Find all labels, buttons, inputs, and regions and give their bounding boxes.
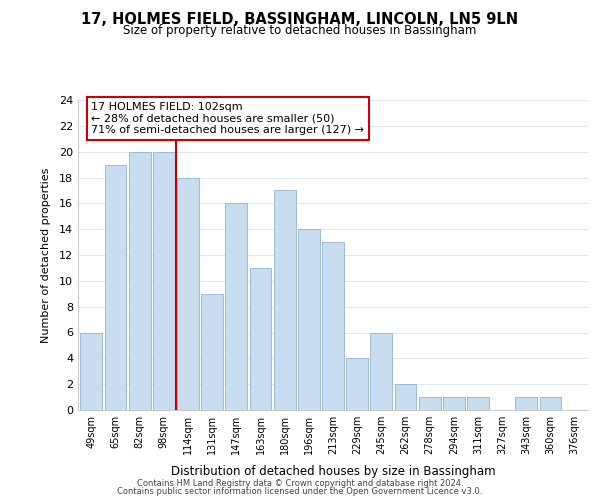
Text: 17, HOLMES FIELD, BASSINGHAM, LINCOLN, LN5 9LN: 17, HOLMES FIELD, BASSINGHAM, LINCOLN, L… [82, 12, 518, 28]
Text: 17 HOLMES FIELD: 102sqm
← 28% of detached houses are smaller (50)
71% of semi-de: 17 HOLMES FIELD: 102sqm ← 28% of detache… [91, 102, 364, 135]
Bar [250, 268, 271, 410]
Bar [226, 204, 247, 410]
Bar [346, 358, 368, 410]
Bar [443, 397, 465, 410]
Bar [419, 397, 440, 410]
Y-axis label: Number of detached properties: Number of detached properties [41, 168, 50, 342]
Bar [322, 242, 344, 410]
Text: Contains public sector information licensed under the Open Government Licence v3: Contains public sector information licen… [118, 487, 482, 496]
Bar [177, 178, 199, 410]
Bar [370, 332, 392, 410]
Bar [467, 397, 489, 410]
Bar [274, 190, 296, 410]
Bar [515, 397, 537, 410]
Bar [539, 397, 562, 410]
Bar [298, 229, 320, 410]
Bar [80, 332, 102, 410]
X-axis label: Distribution of detached houses by size in Bassingham: Distribution of detached houses by size … [170, 466, 496, 478]
Bar [201, 294, 223, 410]
Text: Size of property relative to detached houses in Bassingham: Size of property relative to detached ho… [124, 24, 476, 37]
Bar [395, 384, 416, 410]
Bar [104, 164, 127, 410]
Text: Contains HM Land Registry data © Crown copyright and database right 2024.: Contains HM Land Registry data © Crown c… [137, 478, 463, 488]
Bar [129, 152, 151, 410]
Bar [153, 152, 175, 410]
